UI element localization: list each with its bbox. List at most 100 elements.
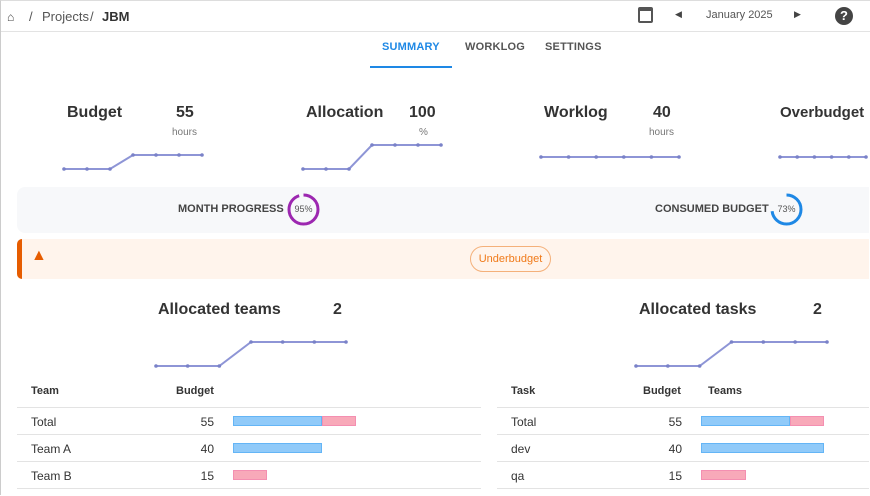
bar-pink (322, 416, 356, 426)
teams-spark-point (249, 340, 253, 344)
bar-pink (701, 470, 746, 480)
allocation-spark-point (416, 143, 420, 147)
kpi-allocation-title: Allocation (306, 104, 384, 121)
teams-spark-point (217, 364, 222, 368)
row-name: Total (511, 415, 537, 429)
kpi-budget-value: 55 (176, 104, 194, 121)
breadcrumb-separator: / (90, 9, 94, 24)
bar-pink (790, 416, 824, 426)
worklog-spark-point (677, 155, 681, 159)
budget-spark-point (177, 153, 181, 157)
consumed-budget-label: CONSUMED BUDGET (655, 203, 769, 215)
tasks-spark-line (636, 341, 827, 367)
period-label: January 2025 (706, 9, 773, 21)
overbudget-spark-point (864, 155, 868, 159)
budget-alert (17, 239, 869, 279)
budget-spark-point (154, 153, 158, 157)
bar-pink (233, 470, 267, 480)
tab-settings[interactable]: SETTINGS (545, 41, 602, 53)
kpi-allocation-unit: % (419, 127, 428, 138)
worklog-spark-point (539, 155, 543, 159)
active-tab-indicator (370, 66, 452, 68)
breadcrumb-projects[interactable]: Projects (42, 9, 89, 24)
tab-summary[interactable]: SUMMARY (382, 41, 440, 53)
prev-month-icon[interactable]: ◀ (675, 9, 682, 19)
allocated-teams-title: Allocated teams (158, 301, 281, 318)
help-icon[interactable]: ? (835, 7, 853, 25)
tasks-spark-point (666, 364, 670, 368)
overbudget-spark-point (812, 155, 817, 159)
allocation-spark-point (324, 167, 328, 171)
top-bar: ⌂ / Projects / JBM ◀ January 2025 ▶ ? (1, 1, 870, 32)
calendar-icon[interactable] (638, 7, 653, 23)
teams-spark-point (344, 340, 348, 344)
budget-spark-point (85, 167, 89, 171)
kpi-allocation-value: 100 (409, 104, 436, 121)
next-month-icon[interactable]: ▶ (794, 9, 801, 19)
allocated-teams-count: 2 (333, 301, 342, 318)
kpi-worklog-title: Worklog (544, 104, 608, 121)
teams-spark-point (185, 364, 190, 368)
tasks-table: Total 55 dev 40 qa 15 (497, 407, 869, 489)
worklog-spark-point (649, 155, 654, 159)
progress-arc (770, 193, 803, 226)
progress-panel (17, 187, 869, 233)
row-budget: 55 (668, 415, 682, 429)
table-row: qa 15 (497, 461, 869, 488)
table-row: Total 55 (497, 407, 869, 434)
teams-table: Total 55 Team A 40 Team B 15 (17, 407, 481, 489)
table-row: dev 40 (497, 434, 869, 461)
allocated-tasks-title: Allocated tasks (639, 301, 757, 318)
row-budget: 15 (668, 469, 682, 483)
bar-blue (233, 443, 323, 453)
tasks-spark-point (634, 364, 638, 368)
budget-spark-point (62, 167, 66, 171)
teams-spark-point (154, 364, 158, 368)
row-name: Total (31, 415, 57, 429)
tasks-header-budget: Budget (643, 385, 681, 397)
teams-header-team: Team (31, 385, 59, 397)
budget-spark-point (200, 153, 204, 157)
kpi-worklog-value: 40 (653, 104, 671, 121)
kpi-overbudget-title: Overbudget (780, 104, 865, 121)
row-name: dev (511, 442, 531, 456)
breadcrumb-separator: / (29, 9, 33, 24)
kpi-budget-unit: hours (172, 127, 198, 138)
row-budget: 55 (200, 415, 214, 429)
teams-spark-line (156, 341, 346, 367)
kpi-budget-title: Budget (67, 104, 123, 121)
teams-spark-point (312, 340, 317, 344)
overbudget-spark-point (778, 155, 782, 159)
budget-spark-line (64, 154, 202, 170)
overbudget-spark-point (795, 155, 799, 159)
teams-header-budget: Budget (176, 385, 214, 397)
tasks-spark-point (697, 364, 702, 368)
table-row: Team B 15 (17, 461, 481, 488)
kpi-worklog-unit: hours (649, 127, 675, 138)
tasks-header-task: Task (511, 385, 536, 397)
allocation-spark-point (301, 167, 305, 171)
budget-spark-point (131, 153, 135, 157)
home-icon[interactable]: ⌂ (7, 10, 15, 24)
tasks-header-teams: Teams (708, 385, 743, 397)
teams-spark-point (280, 340, 285, 344)
tasks-spark-point (761, 340, 766, 344)
row-name: Team A (31, 442, 72, 456)
allocation-spark-point (347, 167, 351, 171)
row-budget: 40 (668, 442, 682, 456)
budget-spark-point (108, 167, 112, 171)
allocation-spark-point (370, 143, 374, 147)
table-row: Total 55 (17, 407, 481, 434)
progress-arc (287, 193, 320, 226)
breadcrumb-current: JBM (102, 9, 130, 24)
tasks-spark-point (729, 340, 734, 344)
worklog-spark-point (594, 155, 598, 159)
warning-icon: ▲ (31, 247, 47, 264)
row-budget: 15 (200, 469, 214, 483)
consumed-budget-ring: 73% (770, 193, 803, 226)
allocation-spark-point (439, 143, 443, 147)
tab-worklog[interactable]: WORKLOG (465, 41, 526, 53)
consumed-budget-value: 73% (777, 204, 796, 214)
underbudget-badge: Underbudget (470, 246, 551, 272)
